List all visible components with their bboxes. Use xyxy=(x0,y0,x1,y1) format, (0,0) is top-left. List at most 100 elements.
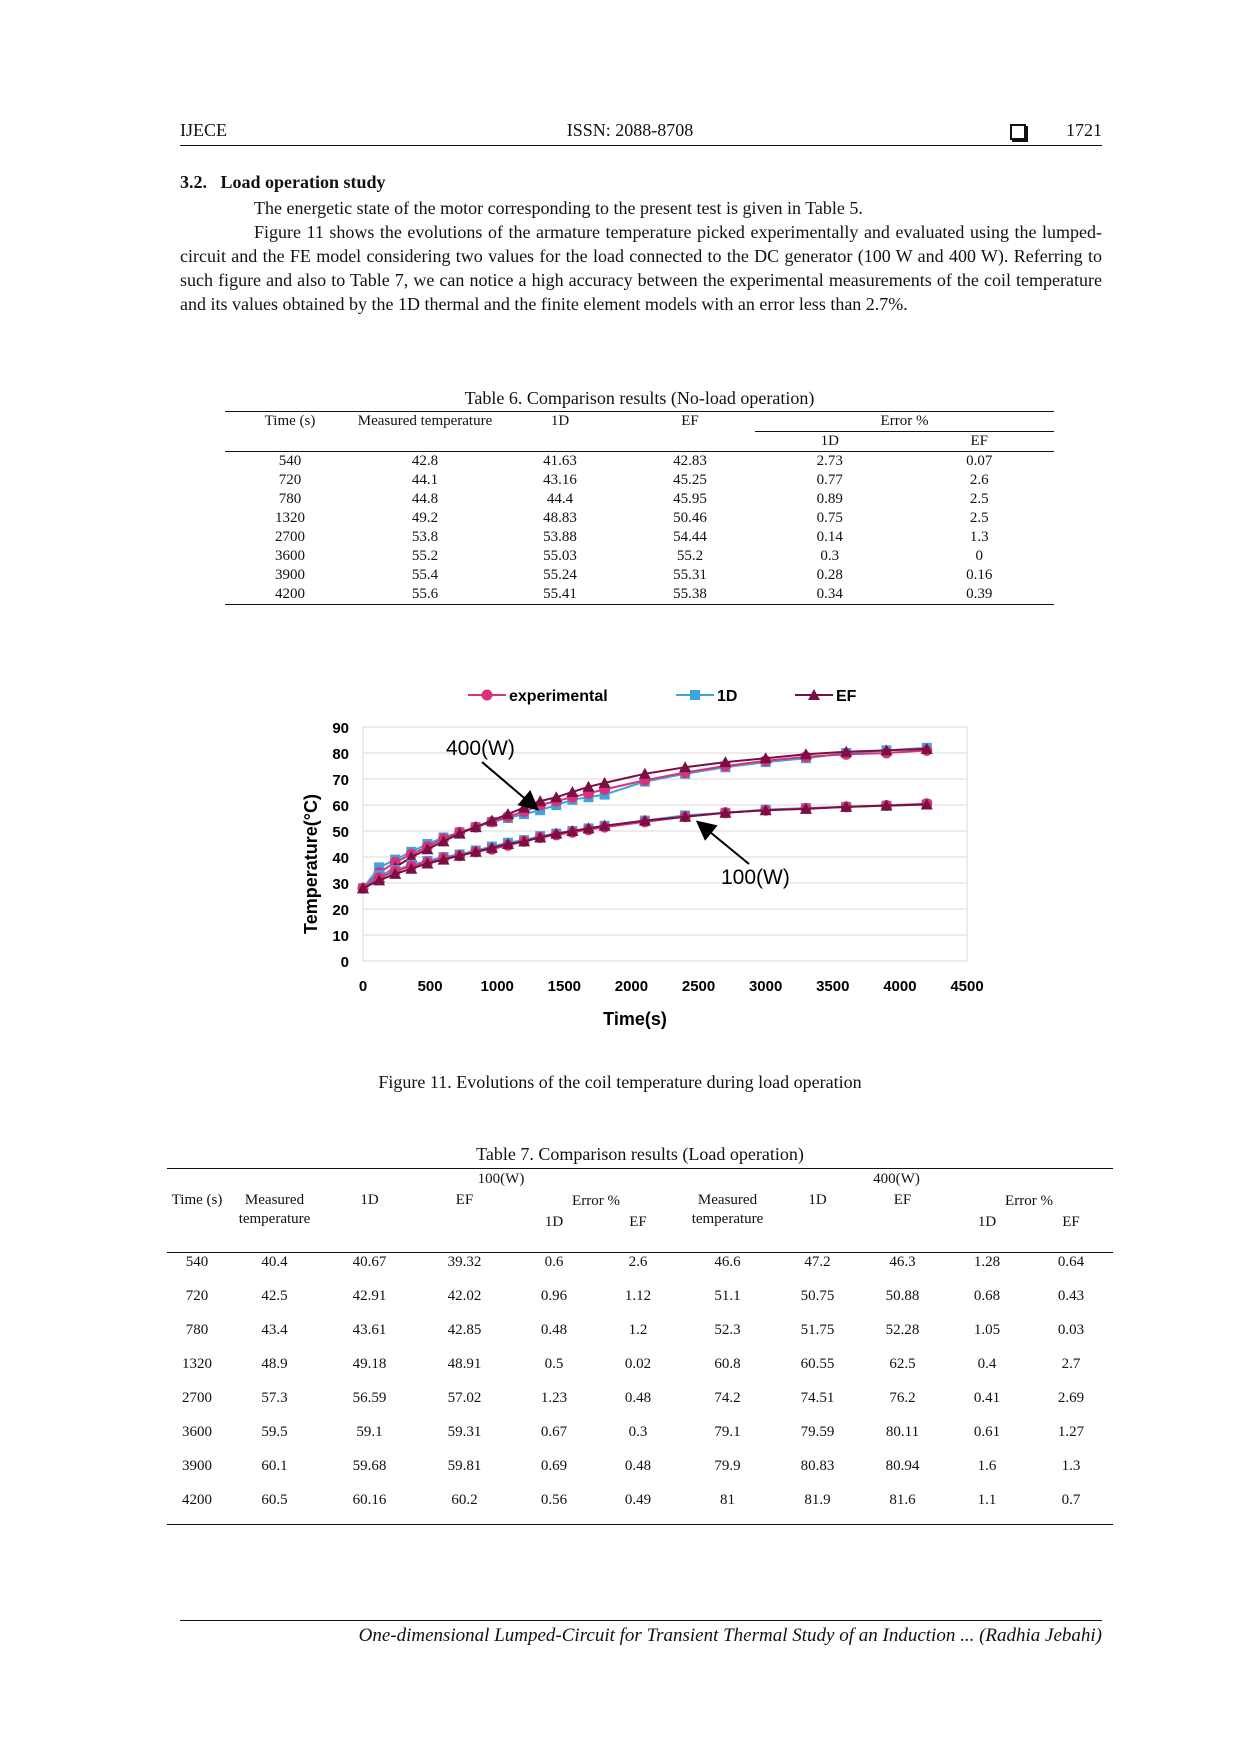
table-cell: 50.75 xyxy=(800,1287,835,1304)
table-cell: 80.11 xyxy=(885,1423,920,1440)
table-cell: Measured temperature xyxy=(227,1190,322,1253)
table-cell: 0.48 xyxy=(624,1389,652,1406)
table-cell: 780 xyxy=(278,491,302,507)
marker xyxy=(534,831,547,843)
footer-rule xyxy=(180,1620,1102,1621)
marker xyxy=(389,867,402,879)
marker xyxy=(373,874,386,886)
table-cell: 42.85 xyxy=(447,1321,482,1338)
table-cell: 0.56 xyxy=(540,1491,568,1508)
table-cell: EF xyxy=(596,1212,680,1253)
marker xyxy=(485,814,498,826)
marker xyxy=(453,827,466,839)
table-row: 720 44.1 43.16 45.25 0.77 2.6 xyxy=(225,471,1054,490)
x-tick-label: 4000 xyxy=(883,978,916,995)
table-cell: 0.67 xyxy=(540,1423,568,1440)
table-cell: 48.83 xyxy=(543,510,577,526)
x-tick-label: 2500 xyxy=(682,978,715,995)
table-cell: Error % xyxy=(572,1193,620,1209)
y-tick-label: 50 xyxy=(332,824,349,841)
annotation-arrow xyxy=(481,761,540,811)
table-cell: 55.2 xyxy=(411,548,439,564)
table-row: 780 43.4 43.61 42.85 0.48 1.2 52.3 51.75 52.28 1.… xyxy=(167,1321,1113,1355)
table-cell: 74.2 xyxy=(714,1389,741,1406)
marker xyxy=(405,862,418,874)
marker xyxy=(920,798,933,810)
table-cell: 79.1 xyxy=(714,1423,741,1440)
marker xyxy=(485,841,498,853)
table: 100(W) 400(W) Time (s) Measured temperature… xyxy=(167,1168,1113,1525)
marker xyxy=(421,857,434,869)
table-cell: 48.9 xyxy=(261,1355,288,1372)
x-tick-label: 1000 xyxy=(481,978,514,995)
y-tick-label: 30 xyxy=(332,876,349,893)
table-cell: 42.02 xyxy=(447,1287,482,1304)
table-cell: 53.88 xyxy=(543,529,577,545)
table-cell: 45.25 xyxy=(673,472,707,488)
marker xyxy=(759,752,772,764)
table-cell: 3900 xyxy=(275,567,305,583)
table-cell: 57.02 xyxy=(447,1389,482,1406)
table-cell: 1.12 xyxy=(624,1287,652,1304)
table-row: 2700 53.8 53.88 54.44 0.14 1.3 xyxy=(225,528,1054,547)
table-cell: Error % xyxy=(755,411,1054,432)
table-cell: 0.14 xyxy=(816,529,843,545)
marker xyxy=(566,786,579,797)
table-cell: 2.6 xyxy=(969,472,989,488)
table-cell: 52.28 xyxy=(885,1321,920,1338)
table-cell: 48.91 xyxy=(447,1355,482,1372)
table-cell: 54.44 xyxy=(673,529,707,545)
marker xyxy=(638,814,651,826)
table-cell: 55.4 xyxy=(411,567,439,583)
table-cell: Measured temperature xyxy=(355,411,495,452)
table-cell: 0.89 xyxy=(816,491,843,507)
table-cell: 1D xyxy=(755,431,905,452)
marker xyxy=(582,822,595,834)
marker xyxy=(880,744,893,756)
y-tick-label: 60 xyxy=(332,798,349,815)
table-cell: 55.24 xyxy=(543,567,577,583)
marker xyxy=(501,808,514,820)
table-cell: EF xyxy=(417,1190,512,1253)
table-cell: 44.1 xyxy=(411,472,439,488)
table-cell: 39.32 xyxy=(447,1254,482,1270)
table-row: Time (s) Measured temperature 1D EF Error % M… xyxy=(167,1190,1113,1253)
table-cell: 0.43 xyxy=(1057,1287,1085,1304)
table-cell: 53.8 xyxy=(411,529,439,545)
legend-marker xyxy=(481,689,493,701)
table-cell: 3600 xyxy=(182,1423,212,1440)
issn: ISSN: 2088-8708 xyxy=(566,120,694,140)
table-cell: 55.41 xyxy=(543,586,577,602)
marker xyxy=(550,827,563,839)
table-cell: 1.2 xyxy=(628,1321,648,1338)
header-rule xyxy=(180,145,1102,146)
marker xyxy=(437,835,450,847)
table-row: 1320 49.2 48.83 50.46 0.75 2.5 xyxy=(225,509,1054,528)
legend-marker xyxy=(808,689,820,700)
marker xyxy=(880,799,893,811)
table-cell: 80.94 xyxy=(885,1457,920,1474)
table-cell: 74.51 xyxy=(800,1389,835,1406)
table-cell: 47.2 xyxy=(804,1254,831,1270)
table-cell: 0.16 xyxy=(966,567,993,583)
table-cell: 0.48 xyxy=(624,1457,652,1474)
table-cell: 0.49 xyxy=(624,1491,652,1508)
table-cell: 42.8 xyxy=(411,453,439,469)
table-cell: 50.46 xyxy=(673,510,707,526)
footer: One-dimensional Lumped-Circuit for Trans… xyxy=(358,1625,1102,1646)
marker xyxy=(598,819,611,831)
table-cell: 60.1 xyxy=(261,1457,288,1474)
table: Time (s) Measured temperature 1D EF Error % 1… xyxy=(225,411,1054,605)
table-cell: 60.55 xyxy=(800,1355,835,1372)
table-cell: EF xyxy=(860,1190,945,1253)
table-cell: 1.3 xyxy=(969,529,989,545)
table-cell: 0.41 xyxy=(973,1389,1001,1406)
table-cell: 49.2 xyxy=(411,510,439,526)
table-cell: 44.8 xyxy=(411,491,439,507)
y-tick-label: 70 xyxy=(332,772,349,789)
table-cell: 0.64 xyxy=(1057,1254,1085,1270)
table-cell: 2.69 xyxy=(1057,1389,1085,1406)
table-cell: 0.4 xyxy=(977,1355,997,1372)
table-cell: 2.5 xyxy=(969,491,989,507)
